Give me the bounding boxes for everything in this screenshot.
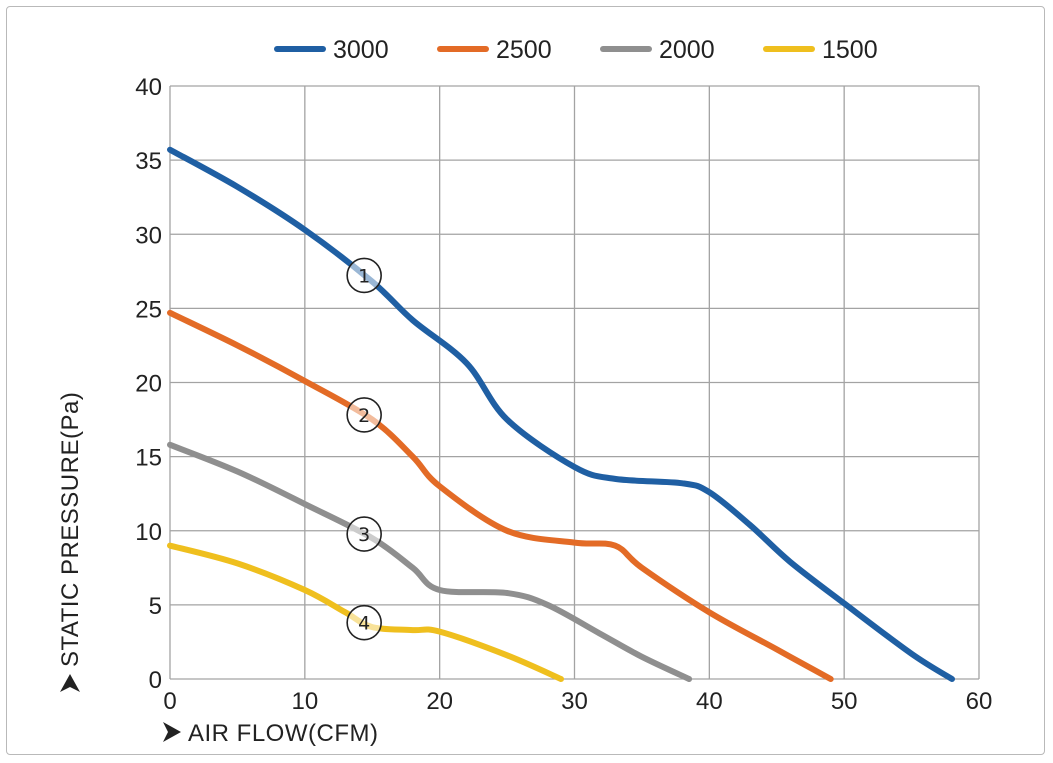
legend: 3000 2500 2000 1500 [274, 36, 878, 64]
x-tick-label-0: 0 [163, 688, 176, 715]
legend-item-3000: 3000 [274, 36, 389, 64]
y-tick-label-0: 0 [149, 667, 162, 694]
y-tick-label-3: 15 [135, 445, 162, 472]
series-line-2500 [167, 309, 834, 682]
legend-label: 3000 [333, 36, 389, 64]
y-axis-arrow-icon [60, 674, 80, 692]
curve-marker-circle [346, 257, 382, 294]
legend-item-2000: 2000 [600, 36, 715, 64]
x-tick-label-6: 60 [966, 688, 993, 715]
x-tick-label-2: 20 [426, 688, 453, 715]
curve-marker-1: 1 [346, 257, 382, 294]
chart-frame [6, 6, 1045, 755]
series-line-3000 [167, 146, 955, 682]
curve-marker-label: 4 [358, 613, 370, 635]
y-tick-label-6: 30 [135, 222, 162, 249]
legend-item-1500: 1500 [763, 36, 878, 64]
x-axis-label-group: AIR FLOW(CFM) [163, 720, 378, 747]
curve-marker-2: 2 [346, 397, 382, 433]
curve-marker-label: 1 [358, 265, 370, 287]
curve-marker-3: 3 [346, 516, 382, 552]
curve-marker-circle [346, 397, 382, 433]
x-tick-label-1: 10 [291, 688, 318, 715]
y-tick-label-7: 35 [135, 148, 162, 175]
y-tick-label-2: 10 [135, 519, 162, 546]
y-tick-label-8: 40 [135, 74, 162, 101]
curve-marker-label: 2 [358, 405, 370, 427]
x-axis-arrow-icon [163, 722, 181, 742]
y-axis-label: STATIC PRESSURE(Pa) [57, 392, 84, 667]
y-tick-label-4: 20 [135, 371, 162, 398]
series-line-2000 [167, 441, 693, 682]
legend-label: 2000 [659, 36, 715, 64]
series-lines [167, 146, 955, 682]
x-tick-label-4: 40 [696, 688, 723, 715]
curve-marker-circle [346, 516, 382, 552]
series-markers: 1 2 3 4 [346, 257, 382, 641]
y-axis-label-group: STATIC PRESSURE(Pa) [57, 392, 84, 692]
x-tick-label-3: 30 [561, 688, 588, 715]
tick-labels: 0 10 20 30 40 50 60 0 5 10 15 20 25 30 35 40 [135, 74, 992, 715]
legend-label: 1500 [822, 36, 878, 64]
curve-marker-4: 4 [346, 604, 382, 641]
grid [169, 85, 980, 680]
legend-label: 2500 [496, 36, 552, 64]
curve-marker-circle [346, 604, 382, 641]
x-axis-label: AIR FLOW(CFM) [188, 720, 378, 747]
y-tick-label-1: 5 [149, 593, 162, 620]
curve-marker-label: 3 [358, 524, 370, 546]
y-tick-label-5: 25 [135, 296, 162, 323]
x-tick-label-5: 50 [831, 688, 858, 715]
legend-item-2500: 2500 [437, 36, 552, 64]
